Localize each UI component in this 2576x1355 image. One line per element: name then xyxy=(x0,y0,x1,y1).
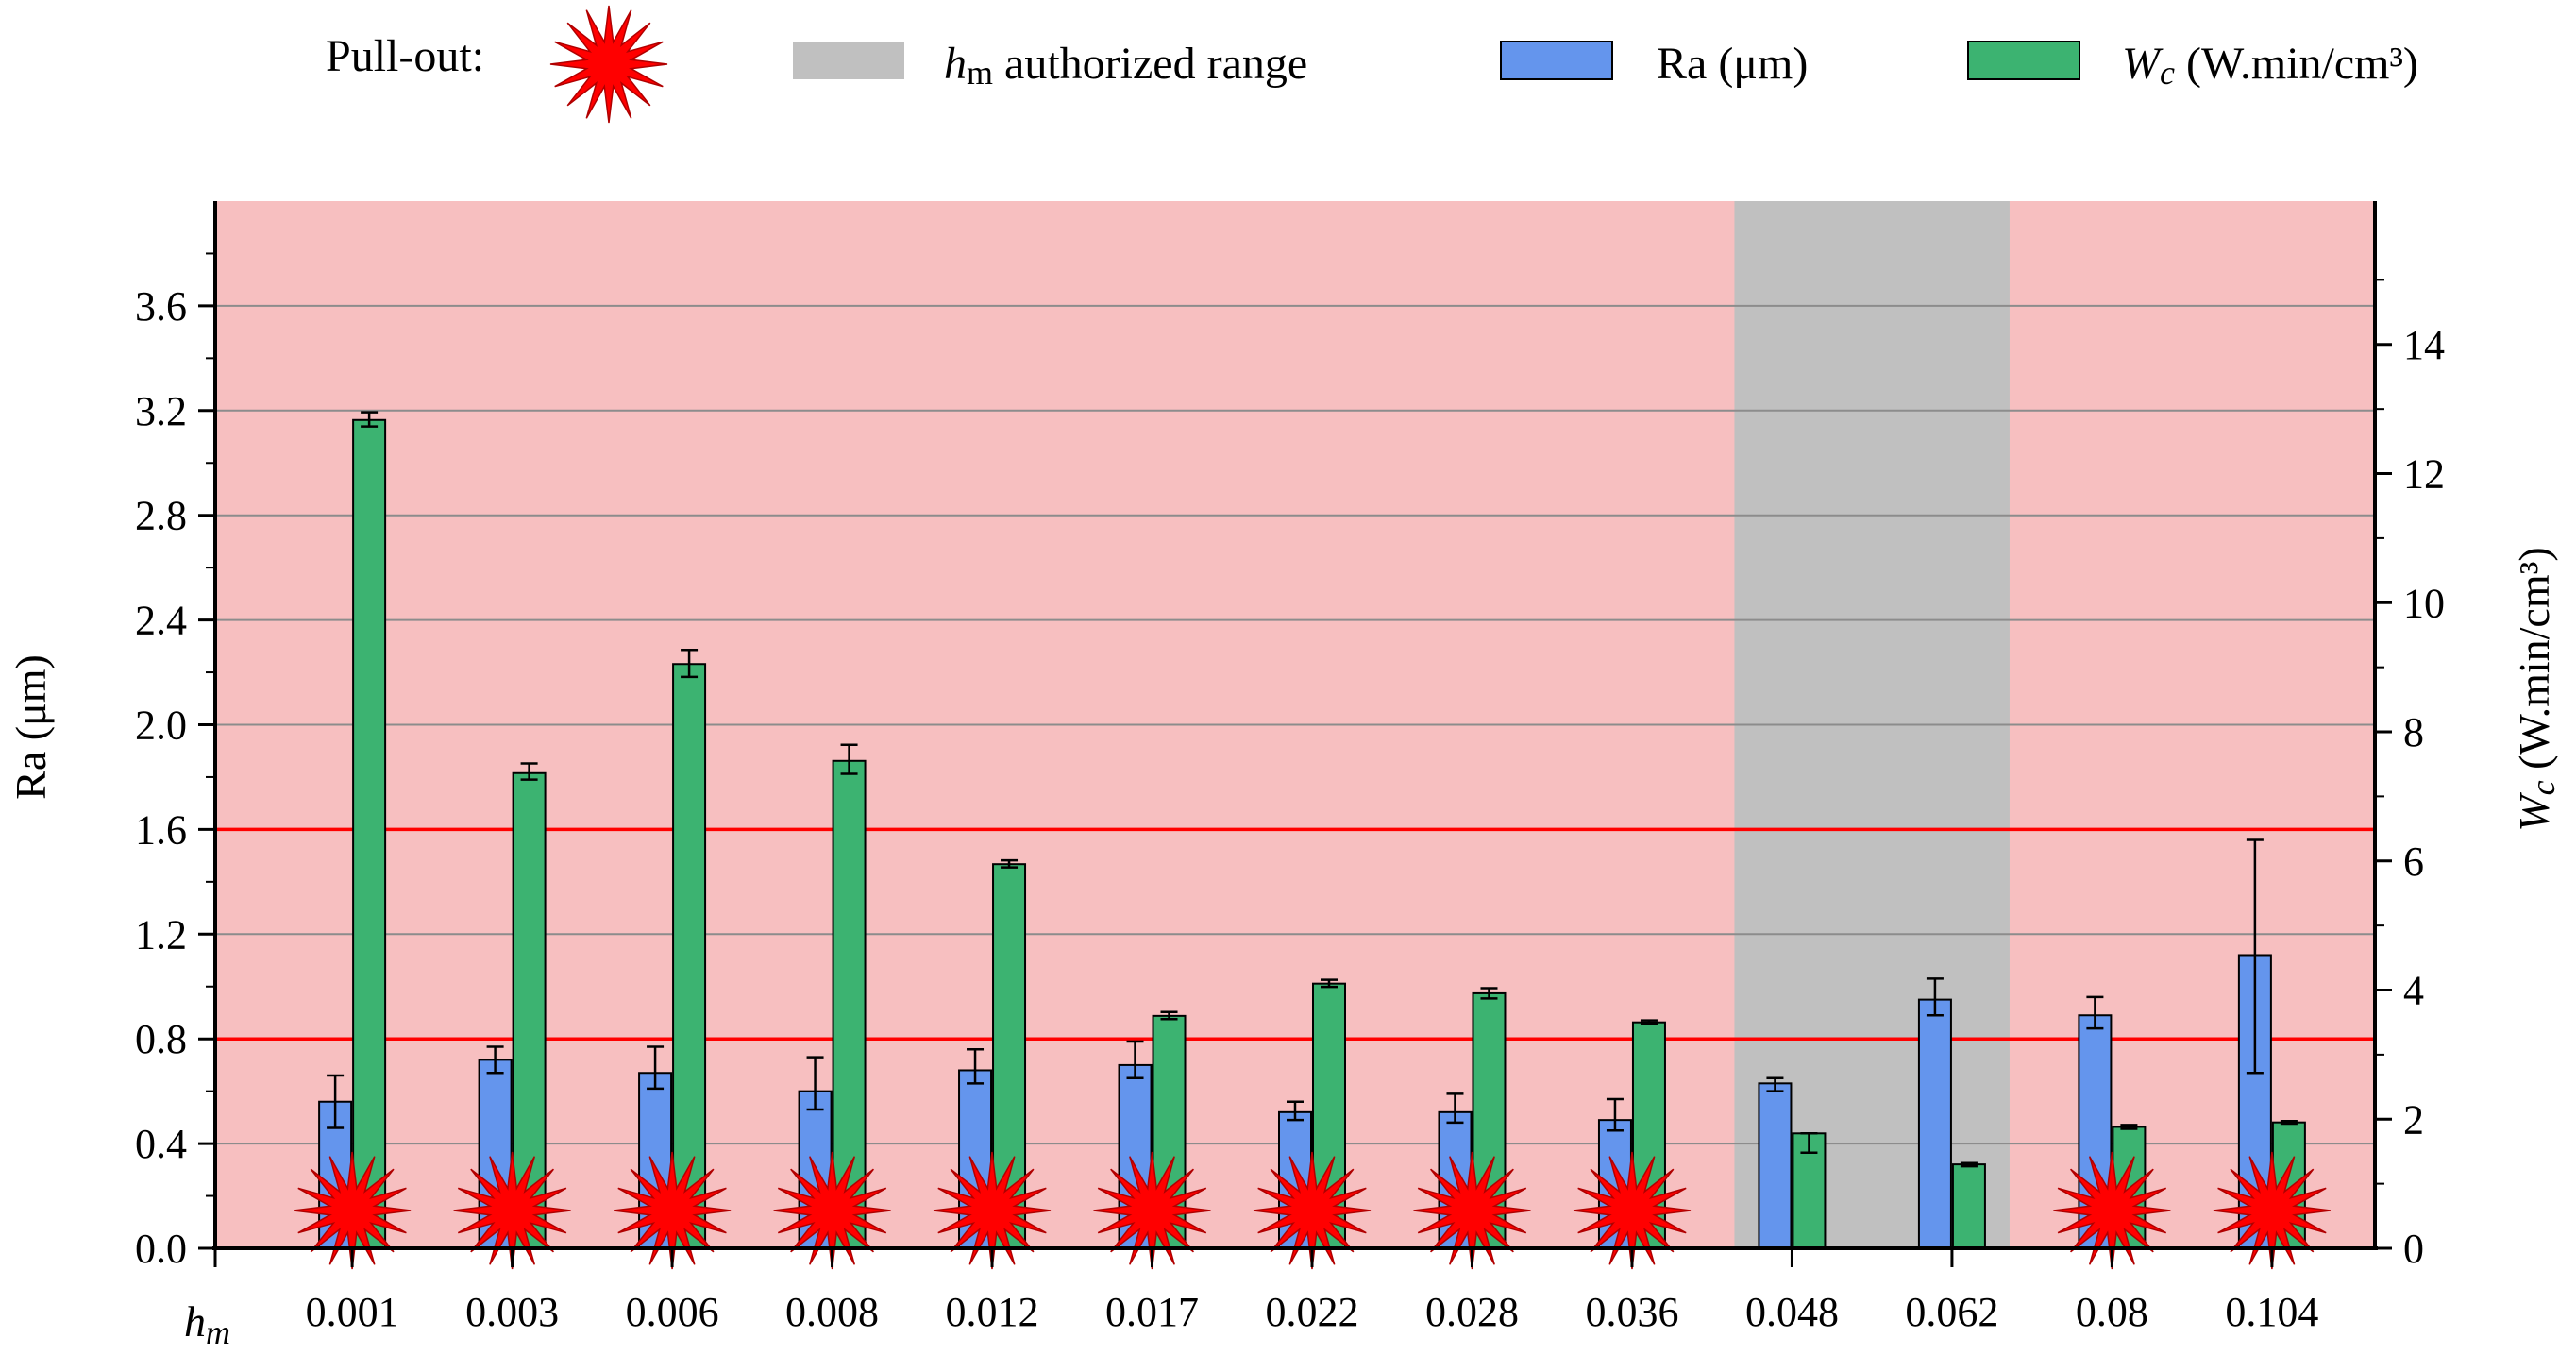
legend-ra-swatch xyxy=(1500,41,1613,80)
y-right-tick-label: 2 xyxy=(2403,1096,2424,1143)
legend: Pull-out: hm authorized range Ra (μm) Wc… xyxy=(326,5,2418,124)
plot-area xyxy=(215,201,2375,1270)
y-right-tick-label: 4 xyxy=(2403,968,2424,1014)
x-tick-label: 0.062 xyxy=(1905,1289,1998,1335)
legend-pull-out-label: Pull-out: xyxy=(326,31,484,81)
y-left-tick-label: 0.8 xyxy=(135,1016,187,1062)
y-right-tick-label: 8 xyxy=(2403,709,2424,755)
wc-bar xyxy=(1951,1163,1986,1250)
pull-out-star-icon xyxy=(1253,1151,1372,1270)
x-tick-label: 0.001 xyxy=(306,1289,399,1335)
x-tick-label: 0.048 xyxy=(1745,1289,1839,1335)
ra-bar xyxy=(1758,1082,1793,1250)
y-left-tick-label: 2.0 xyxy=(135,703,187,749)
x-tick-label: 0.08 xyxy=(2076,1289,2148,1335)
pull-out-star-icon xyxy=(614,1151,732,1270)
y-left-axis-title: Ra (μm) xyxy=(7,654,55,800)
y-right-tick-label: 6 xyxy=(2403,838,2424,885)
x-tick-label: 0.022 xyxy=(1266,1289,1359,1335)
legend-wc-label: Wc (W.min/cm³) xyxy=(2122,39,2418,92)
y-right-tick-label: 12 xyxy=(2403,451,2445,498)
x-axis-title: hm xyxy=(184,1297,230,1351)
x-tick-label: 0.008 xyxy=(785,1289,879,1335)
pull-out-star-icon xyxy=(2053,1151,2171,1270)
y-left-tick-label: 3.2 xyxy=(135,388,187,434)
x-tick-label: 0.104 xyxy=(2225,1289,2318,1335)
x-tick-label: 0.006 xyxy=(626,1289,719,1335)
pull-out-star-icon xyxy=(1573,1151,1692,1270)
pull-out-star-icon xyxy=(773,1151,891,1270)
x-tick-label: 0.012 xyxy=(946,1289,1039,1335)
y-left-tick-label: 0.0 xyxy=(135,1226,187,1272)
legend-pull-out-star-icon xyxy=(549,5,668,124)
y-left-tick-label: 2.8 xyxy=(135,493,187,539)
pull-out-star-icon xyxy=(453,1151,571,1270)
legend-wc-swatch xyxy=(1967,41,2080,80)
pull-out-star-icon xyxy=(933,1151,1052,1270)
legend-ra-label: Ra (μm) xyxy=(1657,39,1808,89)
x-tick-label: 0.003 xyxy=(465,1289,559,1335)
y-right-tick-label: 14 xyxy=(2403,322,2445,368)
y-left-tick-label: 0.4 xyxy=(135,1121,187,1167)
ra-bar xyxy=(1917,998,1952,1250)
y-left-tick-label: 1.2 xyxy=(135,911,187,957)
axes: 0.0 0.4 0.8 1.2 1.6 2.0 2.4 2.8 3.2 3.6 0 2 4 6 8 10 12 1… xyxy=(135,201,2445,1335)
legend-star-shape xyxy=(549,5,668,124)
y-left-tick-label: 3.6 xyxy=(135,283,187,330)
legend-range-label: hm authorized range xyxy=(944,39,1307,92)
x-tick-label: 0.036 xyxy=(1585,1289,1678,1335)
pull-out-star-icon xyxy=(1413,1151,1531,1270)
wc-bar xyxy=(352,418,387,1250)
x-tick-label: 0.017 xyxy=(1105,1289,1199,1335)
y-left-tick-label: 2.4 xyxy=(135,598,187,644)
legend-range-swatch xyxy=(793,42,904,79)
y-right-tick-label: 10 xyxy=(2403,580,2445,626)
pull-out-star-icon xyxy=(1093,1151,1211,1270)
pull-out-star-icon xyxy=(294,1151,412,1270)
y-right-tick-label: 0 xyxy=(2403,1226,2424,1272)
x-tick-label: 0.028 xyxy=(1425,1289,1519,1335)
pull-out-star-icon xyxy=(2213,1151,2331,1270)
wc-bar xyxy=(672,663,707,1249)
y-left-tick-label: 1.6 xyxy=(135,806,187,853)
y-right-axis-title: Wc (W.min/cm³) xyxy=(2510,547,2562,831)
